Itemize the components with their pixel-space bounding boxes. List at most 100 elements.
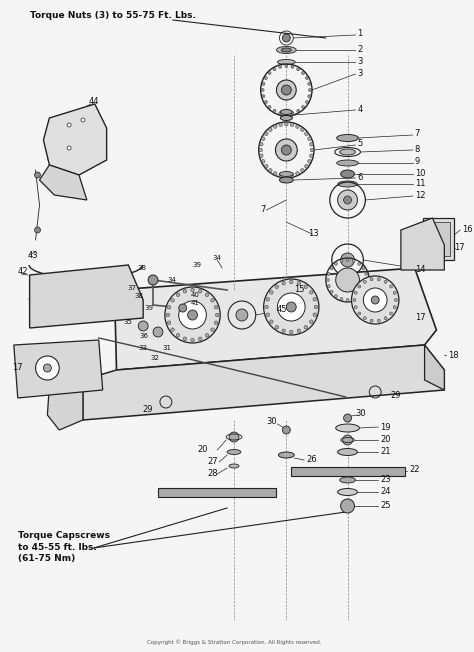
Circle shape (314, 305, 318, 309)
Circle shape (282, 85, 292, 95)
Circle shape (269, 128, 272, 132)
Text: 8: 8 (415, 145, 420, 153)
Circle shape (262, 95, 265, 98)
Circle shape (205, 333, 209, 337)
Circle shape (336, 268, 359, 292)
Circle shape (328, 285, 330, 288)
Circle shape (279, 123, 283, 126)
Circle shape (305, 76, 309, 80)
Circle shape (365, 285, 368, 288)
Ellipse shape (340, 149, 356, 155)
Circle shape (179, 304, 187, 312)
Circle shape (268, 106, 271, 108)
Text: 14: 14 (415, 265, 425, 273)
Text: 28: 28 (207, 469, 218, 479)
Circle shape (364, 280, 366, 284)
Text: 3: 3 (357, 68, 363, 78)
Text: 24: 24 (380, 488, 391, 497)
Circle shape (341, 499, 355, 513)
Circle shape (304, 285, 308, 289)
Circle shape (229, 432, 239, 442)
Text: 37: 37 (127, 285, 136, 291)
Circle shape (308, 95, 311, 98)
Text: 21: 21 (380, 447, 391, 456)
Circle shape (313, 297, 317, 301)
Circle shape (305, 100, 309, 104)
Circle shape (270, 291, 273, 294)
Circle shape (291, 65, 294, 68)
Ellipse shape (337, 134, 358, 141)
Text: (61-75 Nm): (61-75 Nm) (18, 554, 75, 563)
Ellipse shape (229, 464, 239, 468)
Circle shape (167, 321, 171, 325)
Circle shape (340, 297, 343, 301)
Circle shape (297, 110, 300, 112)
Circle shape (264, 100, 267, 104)
Ellipse shape (280, 171, 293, 177)
Circle shape (183, 337, 187, 340)
Text: 10: 10 (415, 168, 425, 177)
Circle shape (352, 259, 355, 263)
Circle shape (276, 80, 296, 100)
Text: 30: 30 (356, 409, 366, 419)
Circle shape (308, 137, 311, 141)
Text: 9: 9 (415, 158, 420, 166)
Circle shape (301, 128, 304, 132)
Circle shape (310, 142, 313, 146)
Text: Torque Capscrews: Torque Capscrews (18, 531, 110, 539)
Text: 18: 18 (448, 351, 459, 359)
Circle shape (340, 259, 343, 263)
Circle shape (301, 106, 305, 108)
Circle shape (214, 321, 218, 325)
Circle shape (282, 329, 285, 333)
Text: 39: 39 (192, 262, 201, 268)
Text: 3: 3 (357, 57, 363, 65)
Circle shape (282, 282, 285, 285)
Circle shape (346, 299, 349, 301)
Circle shape (171, 299, 174, 302)
Text: 41: 41 (191, 300, 200, 306)
Text: 11: 11 (415, 179, 425, 188)
Circle shape (310, 291, 313, 294)
Circle shape (285, 65, 288, 68)
Text: 5: 5 (357, 140, 363, 149)
Circle shape (264, 76, 267, 80)
Circle shape (335, 262, 337, 265)
Circle shape (171, 328, 174, 331)
Circle shape (67, 123, 71, 127)
Circle shape (279, 173, 283, 177)
Circle shape (330, 290, 333, 293)
Text: 33: 33 (138, 345, 147, 351)
Circle shape (191, 338, 194, 342)
Ellipse shape (281, 110, 292, 115)
Circle shape (390, 285, 392, 288)
Ellipse shape (227, 449, 241, 454)
Circle shape (211, 299, 214, 302)
Text: 22: 22 (410, 466, 420, 475)
Text: 36: 36 (139, 333, 148, 339)
Circle shape (273, 171, 277, 175)
Circle shape (296, 125, 299, 128)
Text: 6: 6 (357, 173, 363, 181)
Text: 2: 2 (357, 44, 363, 53)
Circle shape (366, 278, 369, 282)
Circle shape (352, 276, 399, 324)
Ellipse shape (340, 477, 356, 483)
Circle shape (269, 168, 272, 172)
Text: 4: 4 (357, 104, 363, 113)
Circle shape (179, 301, 206, 329)
Ellipse shape (337, 488, 357, 496)
Polygon shape (14, 340, 103, 398)
Circle shape (384, 317, 387, 319)
Circle shape (262, 160, 265, 163)
Circle shape (384, 280, 387, 284)
Circle shape (308, 160, 311, 163)
Circle shape (297, 68, 300, 70)
Circle shape (283, 34, 290, 42)
Circle shape (362, 267, 365, 270)
Text: 20: 20 (198, 445, 208, 454)
Text: 38: 38 (134, 293, 143, 299)
Circle shape (354, 306, 357, 308)
Circle shape (305, 132, 308, 136)
Circle shape (81, 118, 85, 122)
